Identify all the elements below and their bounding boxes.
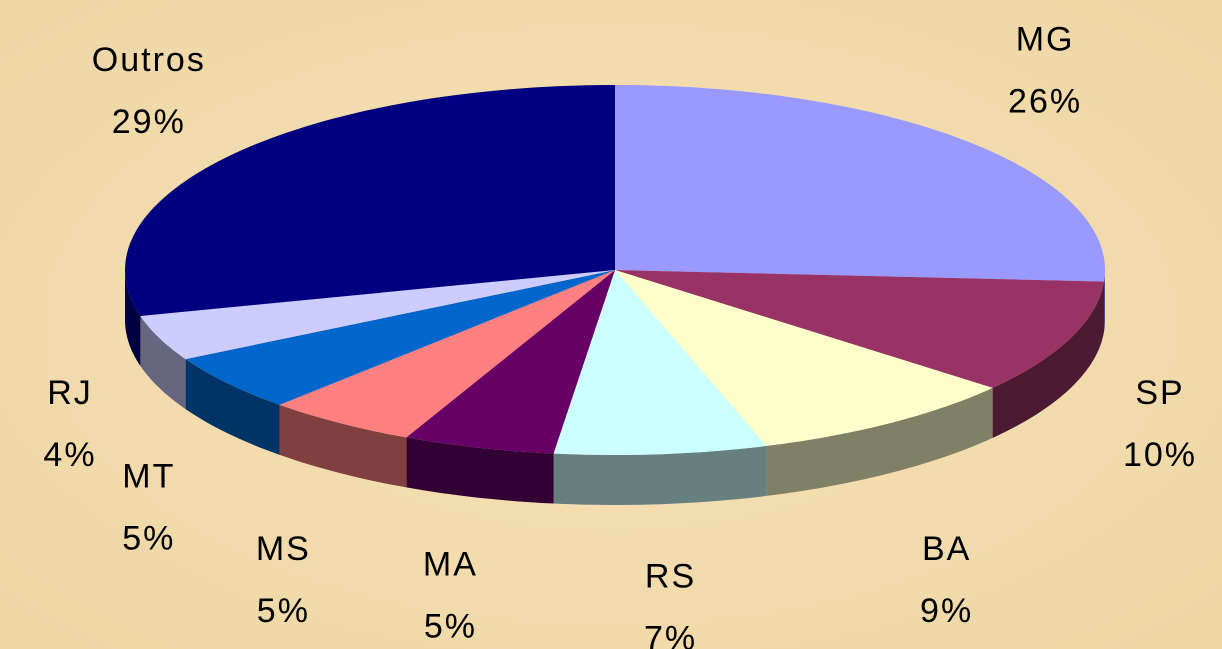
slice-side <box>279 404 407 488</box>
slice-side <box>1104 270 1105 332</box>
slice-label: SP <box>1135 374 1184 412</box>
slice-value-label: 5% <box>424 607 477 645</box>
slice <box>615 270 993 446</box>
slice <box>553 270 767 455</box>
slice <box>140 270 615 360</box>
slice-value-label: 26% <box>1008 82 1082 120</box>
slice <box>185 270 615 405</box>
slice-side <box>140 316 186 410</box>
slice <box>615 85 1105 282</box>
slice-value-label: 5% <box>122 519 175 557</box>
slice-value-label: 7% <box>644 619 697 649</box>
slice-label: Outros <box>92 41 206 79</box>
slice-value-label: 4% <box>43 436 96 474</box>
slice-value-label: 10% <box>1123 436 1197 474</box>
slice-side <box>553 445 767 505</box>
slice-value-label: 5% <box>257 592 310 630</box>
slice <box>406 270 615 454</box>
slice-value-label: 9% <box>920 592 973 630</box>
slice-side <box>406 437 554 504</box>
slice <box>279 270 615 438</box>
slice-value-label: 29% <box>112 103 186 141</box>
slice-side <box>185 359 280 455</box>
slice-side <box>125 270 141 366</box>
slice-label: MT <box>122 457 175 495</box>
slice <box>615 270 1104 388</box>
slice-side <box>992 281 1104 438</box>
slice-label: BA <box>922 530 971 568</box>
slice-side <box>766 387 993 496</box>
slice-label: MA <box>423 545 478 583</box>
slice-label: RS <box>645 557 696 595</box>
slice-label: RJ <box>47 374 93 412</box>
slice-label: MS <box>256 530 311 568</box>
slice-label: MG <box>1016 20 1075 58</box>
slice <box>125 85 615 316</box>
